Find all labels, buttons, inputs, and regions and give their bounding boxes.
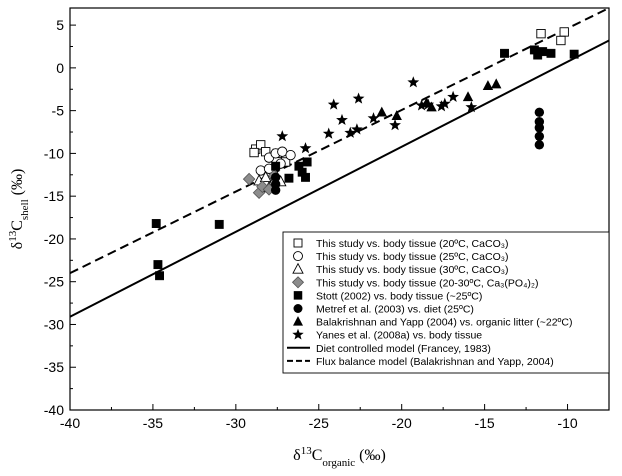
legend-entry-label: This study vs. body tissue (20ºC, CaCO₃) (316, 238, 509, 250)
y-tick-label: -35 (44, 359, 64, 375)
legend: This study vs. body tissue (20ºC, CaCO₃)… (282, 231, 610, 374)
data-point (271, 161, 281, 171)
x-tick-label: -30 (226, 415, 246, 431)
data-point (284, 173, 294, 183)
data-point (249, 147, 259, 158)
data-point (422, 98, 435, 110)
legend-entry-label: Balakrishnan and Yapp (2004) vs. organic… (316, 317, 572, 329)
data-point (293, 316, 303, 326)
legend-entry-label: This study vs. body tissue (20-30ºC, Ca₃… (316, 277, 538, 289)
data-point (438, 97, 451, 109)
plot-marks (69, 7, 610, 318)
data-point (327, 98, 340, 110)
data-point (302, 157, 312, 167)
data-point (465, 101, 478, 113)
legend-box (282, 231, 610, 374)
diet-controlled-line (69, 39, 610, 318)
x-tick-label: -40 (60, 415, 80, 431)
y-tick-label: -15 (44, 188, 64, 204)
data-point (155, 271, 165, 281)
x-tick-label: -20 (392, 415, 412, 431)
data-point (534, 107, 545, 118)
data-point (255, 165, 266, 176)
data-point (447, 90, 459, 102)
y-tick-label: -20 (44, 231, 64, 247)
data-point (291, 276, 305, 289)
legend-entry-label: This study vs. body tissue (30ºC, CaCO₃) (316, 264, 509, 276)
data-point (301, 172, 310, 182)
data-point (351, 123, 363, 135)
data-point (293, 238, 303, 248)
data-point (389, 118, 401, 131)
data-point (256, 140, 266, 150)
flux-balance-line (69, 7, 610, 275)
data-point (299, 142, 312, 154)
data-point (556, 35, 566, 46)
legend-entry-label: Yanes et al. (2008a) vs. body tissue (316, 330, 482, 342)
data-point (293, 291, 303, 300)
data-point (534, 131, 545, 141)
data-point (391, 110, 402, 120)
x-tick-label: -10 (557, 415, 577, 431)
data-point (559, 27, 569, 37)
data-point (569, 49, 579, 59)
legend-entry-label: Flux balance model (Balakrishnan and Yap… (316, 356, 554, 368)
y-tick-label: -30 (44, 316, 64, 332)
data-point (153, 260, 163, 270)
y-tick-label: -25 (44, 274, 64, 290)
data-point (292, 328, 304, 340)
x-tick-label: -15 (474, 415, 494, 431)
y-tick-label: -10 (44, 145, 64, 161)
data-point (276, 130, 289, 142)
data-point (462, 91, 474, 102)
data-point (151, 219, 161, 228)
legend-entry-label: Stott (2002) vs. body tissue (~25ºC) (316, 290, 482, 302)
data-point (534, 123, 545, 133)
data-point (538, 47, 548, 57)
data-point (322, 127, 335, 139)
data-point (259, 170, 272, 183)
data-point (292, 262, 304, 274)
x-tick-label: -25 (309, 415, 329, 431)
data-point (534, 140, 545, 150)
plot-frame (69, 7, 610, 411)
y-tick-label: 5 (56, 17, 64, 33)
data-point (546, 48, 556, 58)
data-point (352, 92, 365, 104)
y-axis-label: δ13Cshell (‰) (7, 169, 31, 250)
data-point (536, 29, 546, 39)
y-tick-label: -5 (52, 103, 65, 119)
data-point (491, 78, 502, 89)
data-point (426, 101, 437, 112)
data-point (367, 112, 380, 124)
data-point (435, 100, 448, 112)
data-point (293, 304, 303, 313)
data-point (270, 172, 281, 183)
x-axis-label: δ13Corganic (‰) (293, 445, 386, 469)
data-point (285, 149, 296, 161)
y-tick-label: -40 (44, 402, 64, 418)
data-point (293, 251, 303, 262)
data-point (214, 219, 224, 229)
data-point (270, 185, 281, 195)
axis-ticks: -40 -35 -30 -25 -20 -15 -10 -40 -35 -30 -25 -20 -15 -… (44, 17, 578, 431)
data-point (415, 99, 428, 111)
legend-entry-label: This study vs. body tissue (25ºC, CaCO₃) (316, 251, 509, 263)
legend-entry-label: Metref et al. (2003) vs. diet (25ºC) (316, 304, 474, 316)
data-point (344, 126, 357, 138)
data-point (500, 48, 509, 58)
data-point (407, 76, 420, 88)
x-tick-label: -35 (143, 415, 163, 431)
data-point (376, 106, 387, 117)
data-point (482, 80, 494, 91)
data-point (242, 172, 256, 186)
legend-entry-label: Diet controlled model (Francey, 1983) (316, 343, 491, 355)
data-point (336, 113, 348, 126)
y-tick-label: 0 (56, 60, 64, 76)
